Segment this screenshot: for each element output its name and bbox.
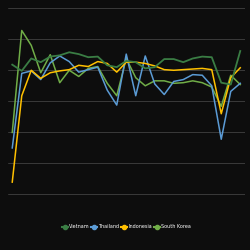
Legend: Vietnam, Thailand, Indonesia, South Korea: Vietnam, Thailand, Indonesia, South Kore… xyxy=(60,222,192,231)
